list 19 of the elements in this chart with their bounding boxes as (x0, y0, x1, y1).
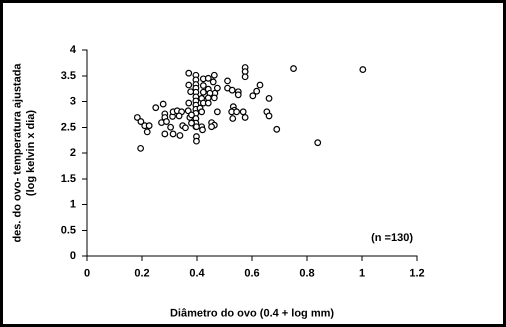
y-tick-label: 3.5 (60, 70, 76, 82)
y-tick-label: 4 (70, 44, 77, 56)
x-axis-title: Diâmetro do ovo (0.4 + log mm) (170, 307, 334, 320)
x-tick-label: 0.6 (244, 268, 260, 280)
x-tick-label: 1 (358, 268, 366, 280)
x-tick-label: 0 (84, 268, 90, 280)
x-tick-label: 0.2 (134, 268, 150, 280)
annotation: (n =130) (371, 232, 414, 244)
y-axis-title: des. do ovo- temperatura ajustada (log kelvin x dia) (12, 62, 37, 243)
y-tick-label: 0.5 (60, 224, 76, 236)
y-tick-label: 3 (70, 96, 76, 108)
x-tick-label: 0.4 (189, 268, 206, 280)
y-tick-label: 2.5 (60, 121, 76, 134)
y-tick-label: 2 (70, 147, 76, 160)
y-tick-label: 1 (70, 198, 76, 211)
x-tick-label: 0.8 (299, 268, 315, 280)
y-tick-label: 0 (70, 250, 76, 262)
x-tick-label: 1.2 (409, 268, 425, 280)
y-tick-label: 1.5 (60, 172, 76, 185)
